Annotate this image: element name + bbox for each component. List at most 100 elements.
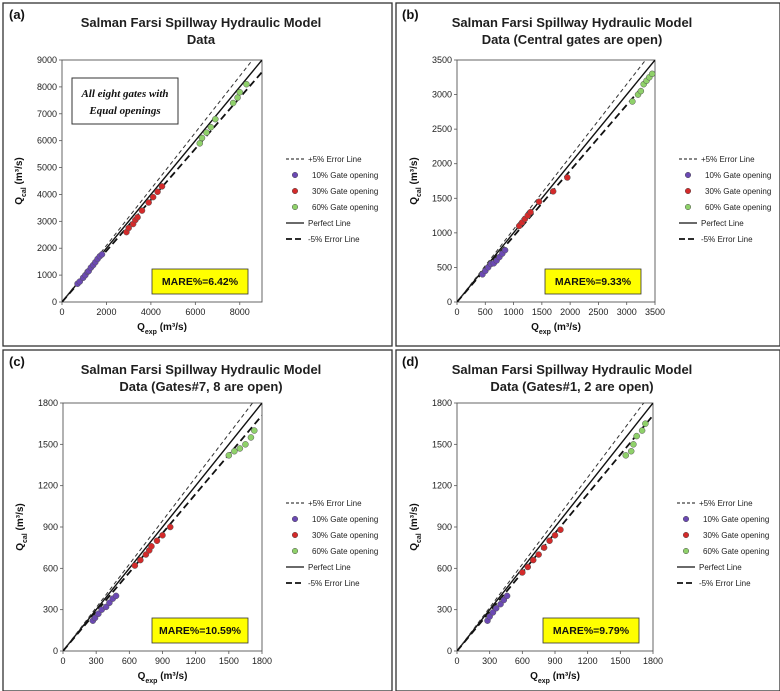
data-point (501, 246, 509, 254)
mare-box (151, 268, 249, 295)
x-tick-label: 0 (454, 656, 459, 666)
data-point (229, 99, 237, 107)
y-tick-label: 0 (52, 297, 57, 307)
panel-label: (d) (402, 354, 419, 369)
x-tick-label: 1200 (578, 656, 598, 666)
series-2 (131, 523, 174, 569)
chart-panel-3: (c) Salman Farsi Spillway Hydraulic Model… (2, 349, 393, 691)
legend: +5% Error Line 10% Gate opening 30% Gate o… (679, 155, 771, 244)
chart-title-line1: Salman Farsi Spillway Hydraulic Model (81, 15, 322, 30)
data-point (203, 129, 210, 136)
legend-perfect-label: Perfect Line (699, 563, 742, 572)
x-tick-label: 2500 (588, 307, 608, 317)
series-1 (74, 251, 106, 287)
series-1 (89, 592, 120, 624)
y-tick-label: 1200 (38, 481, 58, 491)
data-point (549, 188, 557, 195)
mare-box (151, 617, 249, 644)
data-point (564, 174, 571, 181)
data-point (546, 537, 553, 545)
y-tick-label: 3000 (432, 90, 452, 100)
legend-10pct-swatch (291, 171, 299, 179)
series-2 (519, 526, 564, 576)
data-point (247, 434, 255, 441)
series-2 (123, 183, 166, 236)
note-line2: Equal openings (88, 105, 160, 117)
x-tick-label: 1500 (532, 307, 552, 317)
mare-label: MARE%=10.59% (159, 625, 242, 637)
mare-label: MARE%=6.42% (162, 276, 239, 288)
data-point (629, 98, 636, 105)
y-tick-label: 0 (447, 646, 452, 656)
data-point (540, 544, 548, 551)
legend-60pct-swatch (291, 547, 299, 555)
y-tick-label: 2500 (432, 124, 452, 134)
x-tick-label: 600 (515, 656, 530, 666)
mare-box (544, 268, 642, 295)
y-tick-label: 2000 (432, 159, 452, 169)
data-point (637, 87, 645, 95)
chart-panel-1: (a) Salman Farsi Spillway Hydraulic Model… (2, 2, 393, 347)
y-tick-label: 5000 (37, 163, 57, 173)
data-point (503, 592, 511, 600)
legend-60pct-label: 60% Gate opening (703, 547, 769, 556)
chart-title-line1: Salman Farsi Spillway Hydraulic Model (81, 362, 322, 377)
panel-label: (c) (9, 354, 25, 369)
x-tick-label: 300 (89, 656, 104, 666)
data-point (234, 94, 241, 101)
series-1 (484, 592, 511, 624)
note-line1: All eight gates with (80, 88, 168, 100)
legend-10pct-swatch (684, 171, 692, 179)
x-tick-label: 1800 (252, 656, 272, 666)
data-point (158, 183, 166, 190)
legend-60pct-label: 60% Gate opening (312, 203, 378, 212)
data-point (231, 447, 238, 455)
y-tick-label: 0 (447, 297, 452, 307)
data-point (112, 592, 120, 600)
data-point (153, 537, 161, 545)
data-point (251, 427, 258, 434)
x-tick-label: 1800 (643, 656, 663, 666)
x-tick-label: 600 (122, 656, 137, 666)
plus5-error-line (62, 60, 254, 302)
y-tick-label: 900 (43, 522, 58, 532)
legend-10pct-label: 10% Gate opening (703, 515, 769, 524)
y-tick-label: 1000 (432, 228, 452, 238)
x-tick-label: 0 (60, 656, 65, 666)
x-tick-label: 1500 (219, 656, 239, 666)
chart-title-line2: Data (Central gates are open) (482, 32, 663, 47)
legend-60pct-swatch (291, 203, 299, 211)
chart-title-line1: Salman Farsi Spillway Hydraulic Model (452, 15, 693, 30)
y-tick-label: 1200 (432, 481, 452, 491)
data-point (131, 562, 139, 569)
y-tick-label: 300 (43, 605, 58, 615)
y-tick-label: 7000 (37, 109, 57, 119)
data-point (527, 208, 534, 216)
legend-30pct-label: 30% Gate opening (703, 531, 769, 540)
y-tick-label: 4000 (37, 189, 57, 199)
panel-label: (a) (9, 7, 25, 22)
data-point (236, 89, 244, 96)
data-point (138, 207, 146, 214)
data-point (627, 447, 635, 455)
mare-label: MARE%=9.79% (553, 625, 630, 637)
panel-border (2, 349, 393, 691)
plot-area (61, 59, 263, 303)
data-point (557, 526, 564, 534)
legend: +5% Error Line 10% Gate opening 30% Gate o… (286, 155, 378, 244)
series-3 (622, 420, 649, 459)
x-tick-label: 0 (454, 307, 459, 317)
chart-panel-4: (d) Salman Farsi Spillway Hydraulic Model… (395, 349, 780, 691)
legend-60pct-swatch (684, 203, 692, 211)
legend-30pct-label: 30% Gate opening (312, 187, 378, 196)
y-tick-label: 3000 (37, 216, 57, 226)
legend-plus5-label: +5% Error Line (308, 155, 362, 164)
x-tick-label: 1500 (610, 656, 630, 666)
x-tick-label: 1200 (186, 656, 206, 666)
panel-label: (b) (402, 7, 419, 22)
chart-title-line2: Data (Gates#7, 8 are open) (119, 379, 282, 394)
data-point (236, 445, 244, 452)
chart-panel-2: (b) Salman Farsi Spillway Hydraulic Model… (395, 2, 780, 347)
legend-plus5-label: +5% Error Line (699, 499, 753, 508)
y-tick-label: 300 (437, 605, 452, 615)
